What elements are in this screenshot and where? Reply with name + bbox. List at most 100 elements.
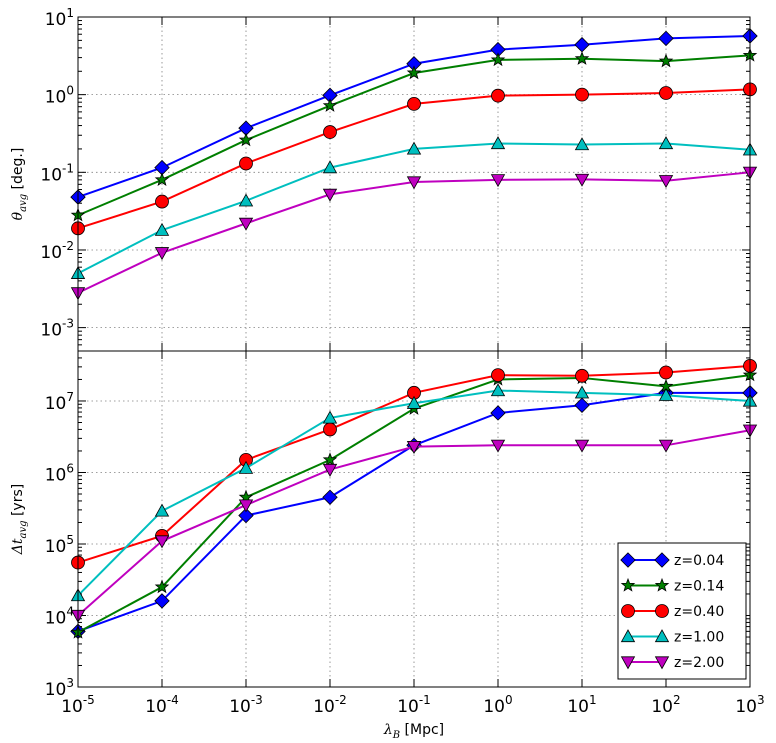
legend-marker	[620, 656, 636, 670]
data-point	[574, 397, 590, 414]
data-point	[574, 36, 590, 53]
data-point	[574, 51, 590, 65]
x-axis: 10-5 10-4 10-3 10-2 10-1 100 101 102 103 λB [Mpc]	[61, 693, 764, 741]
data-point	[574, 137, 590, 151]
y-tick-label: 103	[45, 676, 74, 700]
data-point	[406, 141, 422, 155]
data-point	[574, 385, 590, 399]
data-point	[238, 499, 254, 513]
data-point	[490, 383, 506, 397]
data-point	[154, 247, 170, 261]
legend-label: z=0.14	[674, 579, 724, 595]
data-point	[239, 156, 253, 171]
legend-label: z=2.00	[674, 655, 724, 671]
data-point	[490, 174, 506, 188]
data-point	[154, 172, 170, 187]
data-point	[658, 439, 674, 453]
legend-marker	[620, 552, 636, 568]
x-tick-label: 103	[735, 693, 764, 717]
legend-label: z=1.00	[674, 630, 724, 646]
x-tick-label: 10-4	[145, 693, 179, 717]
series-z=1.00	[70, 136, 758, 279]
y-tick-label: 10-3	[40, 317, 74, 341]
data-point	[658, 387, 674, 401]
series-z=2.00	[70, 166, 758, 301]
y-axis-label: Δtavg [yrs]	[10, 484, 29, 555]
legend-marker	[620, 629, 636, 643]
legend-label: z=0.04	[674, 553, 724, 569]
data-point	[323, 422, 337, 437]
legend-entry: z=1.00	[620, 629, 724, 646]
data-point	[407, 97, 421, 111]
y-tick-label: 107	[45, 390, 74, 414]
data-point	[154, 579, 170, 594]
legend-marker	[654, 629, 670, 643]
data-point	[490, 439, 506, 453]
y-axis-label: θavg [deg.]	[10, 148, 29, 221]
data-point	[238, 217, 254, 231]
plot-frame	[77, 350, 751, 688]
panel-time: 103 104 105 106 107 Δtavg [yrs]	[10, 350, 758, 700]
legend-marker	[654, 656, 670, 670]
data-point	[154, 503, 170, 517]
panel-angle: 10-3 10-2 10-1 100 101 θavg [deg.]	[10, 6, 758, 352]
legend-label: z=0.40	[674, 604, 724, 620]
y-tick-label: 105	[45, 533, 74, 557]
data-point	[322, 98, 338, 112]
x-tick-label: 100	[483, 693, 512, 717]
data-point	[406, 395, 422, 409]
y-tick-label: 106	[45, 461, 74, 485]
x-tick-label: 10-3	[229, 693, 263, 717]
x-tick-label: 10-2	[313, 693, 347, 717]
data-point	[658, 30, 674, 47]
data-point	[238, 193, 254, 207]
x-axis-label: λB [Mpc]	[383, 722, 444, 741]
data-point	[322, 452, 338, 467]
legend-marker	[654, 552, 670, 568]
y-tick-label: 10-2	[40, 239, 74, 263]
data-point	[491, 88, 505, 103]
y-tick-label: 104	[45, 604, 74, 628]
data-point	[658, 175, 674, 189]
data-point	[490, 52, 506, 67]
data-point	[575, 368, 589, 383]
series-z=0.04	[70, 28, 758, 205]
data-point	[574, 439, 590, 453]
data-point	[322, 410, 338, 424]
legend-entry: z=2.00	[620, 655, 724, 671]
data-point	[490, 136, 506, 150]
x-tick-label: 10-5	[61, 693, 95, 717]
data-point	[238, 132, 254, 147]
data-point	[238, 460, 254, 474]
data-point	[238, 507, 254, 524]
data-point	[322, 463, 338, 477]
x-tick-label: 102	[651, 693, 680, 717]
data-point	[491, 368, 505, 383]
data-point	[322, 188, 338, 202]
data-point	[154, 593, 170, 609]
data-point	[155, 194, 169, 209]
data-point	[322, 489, 338, 505]
x-tick-label: 10-1	[397, 693, 431, 717]
legend-entry: z=0.14	[620, 577, 724, 595]
data-point	[406, 176, 422, 190]
legend-marker	[654, 577, 670, 592]
series-line	[77, 142, 751, 275]
data-point	[574, 173, 590, 187]
legend: z=0.04 z=0.14 z=0.40 z=1.00 z=2.00	[617, 542, 747, 680]
data-point	[406, 65, 422, 80]
data-point	[659, 365, 673, 380]
data-point	[659, 86, 673, 100]
legend-marker	[621, 604, 635, 618]
series-z=2.00	[70, 424, 758, 623]
data-point	[490, 405, 506, 421]
y-tick-label: 101	[45, 6, 74, 30]
data-point	[323, 125, 337, 139]
data-point	[406, 441, 422, 454]
legend-marker	[620, 577, 636, 592]
data-point	[658, 53, 674, 68]
x-tick-label: 101	[567, 693, 596, 717]
data-point	[658, 136, 674, 150]
data-point	[154, 535, 170, 549]
